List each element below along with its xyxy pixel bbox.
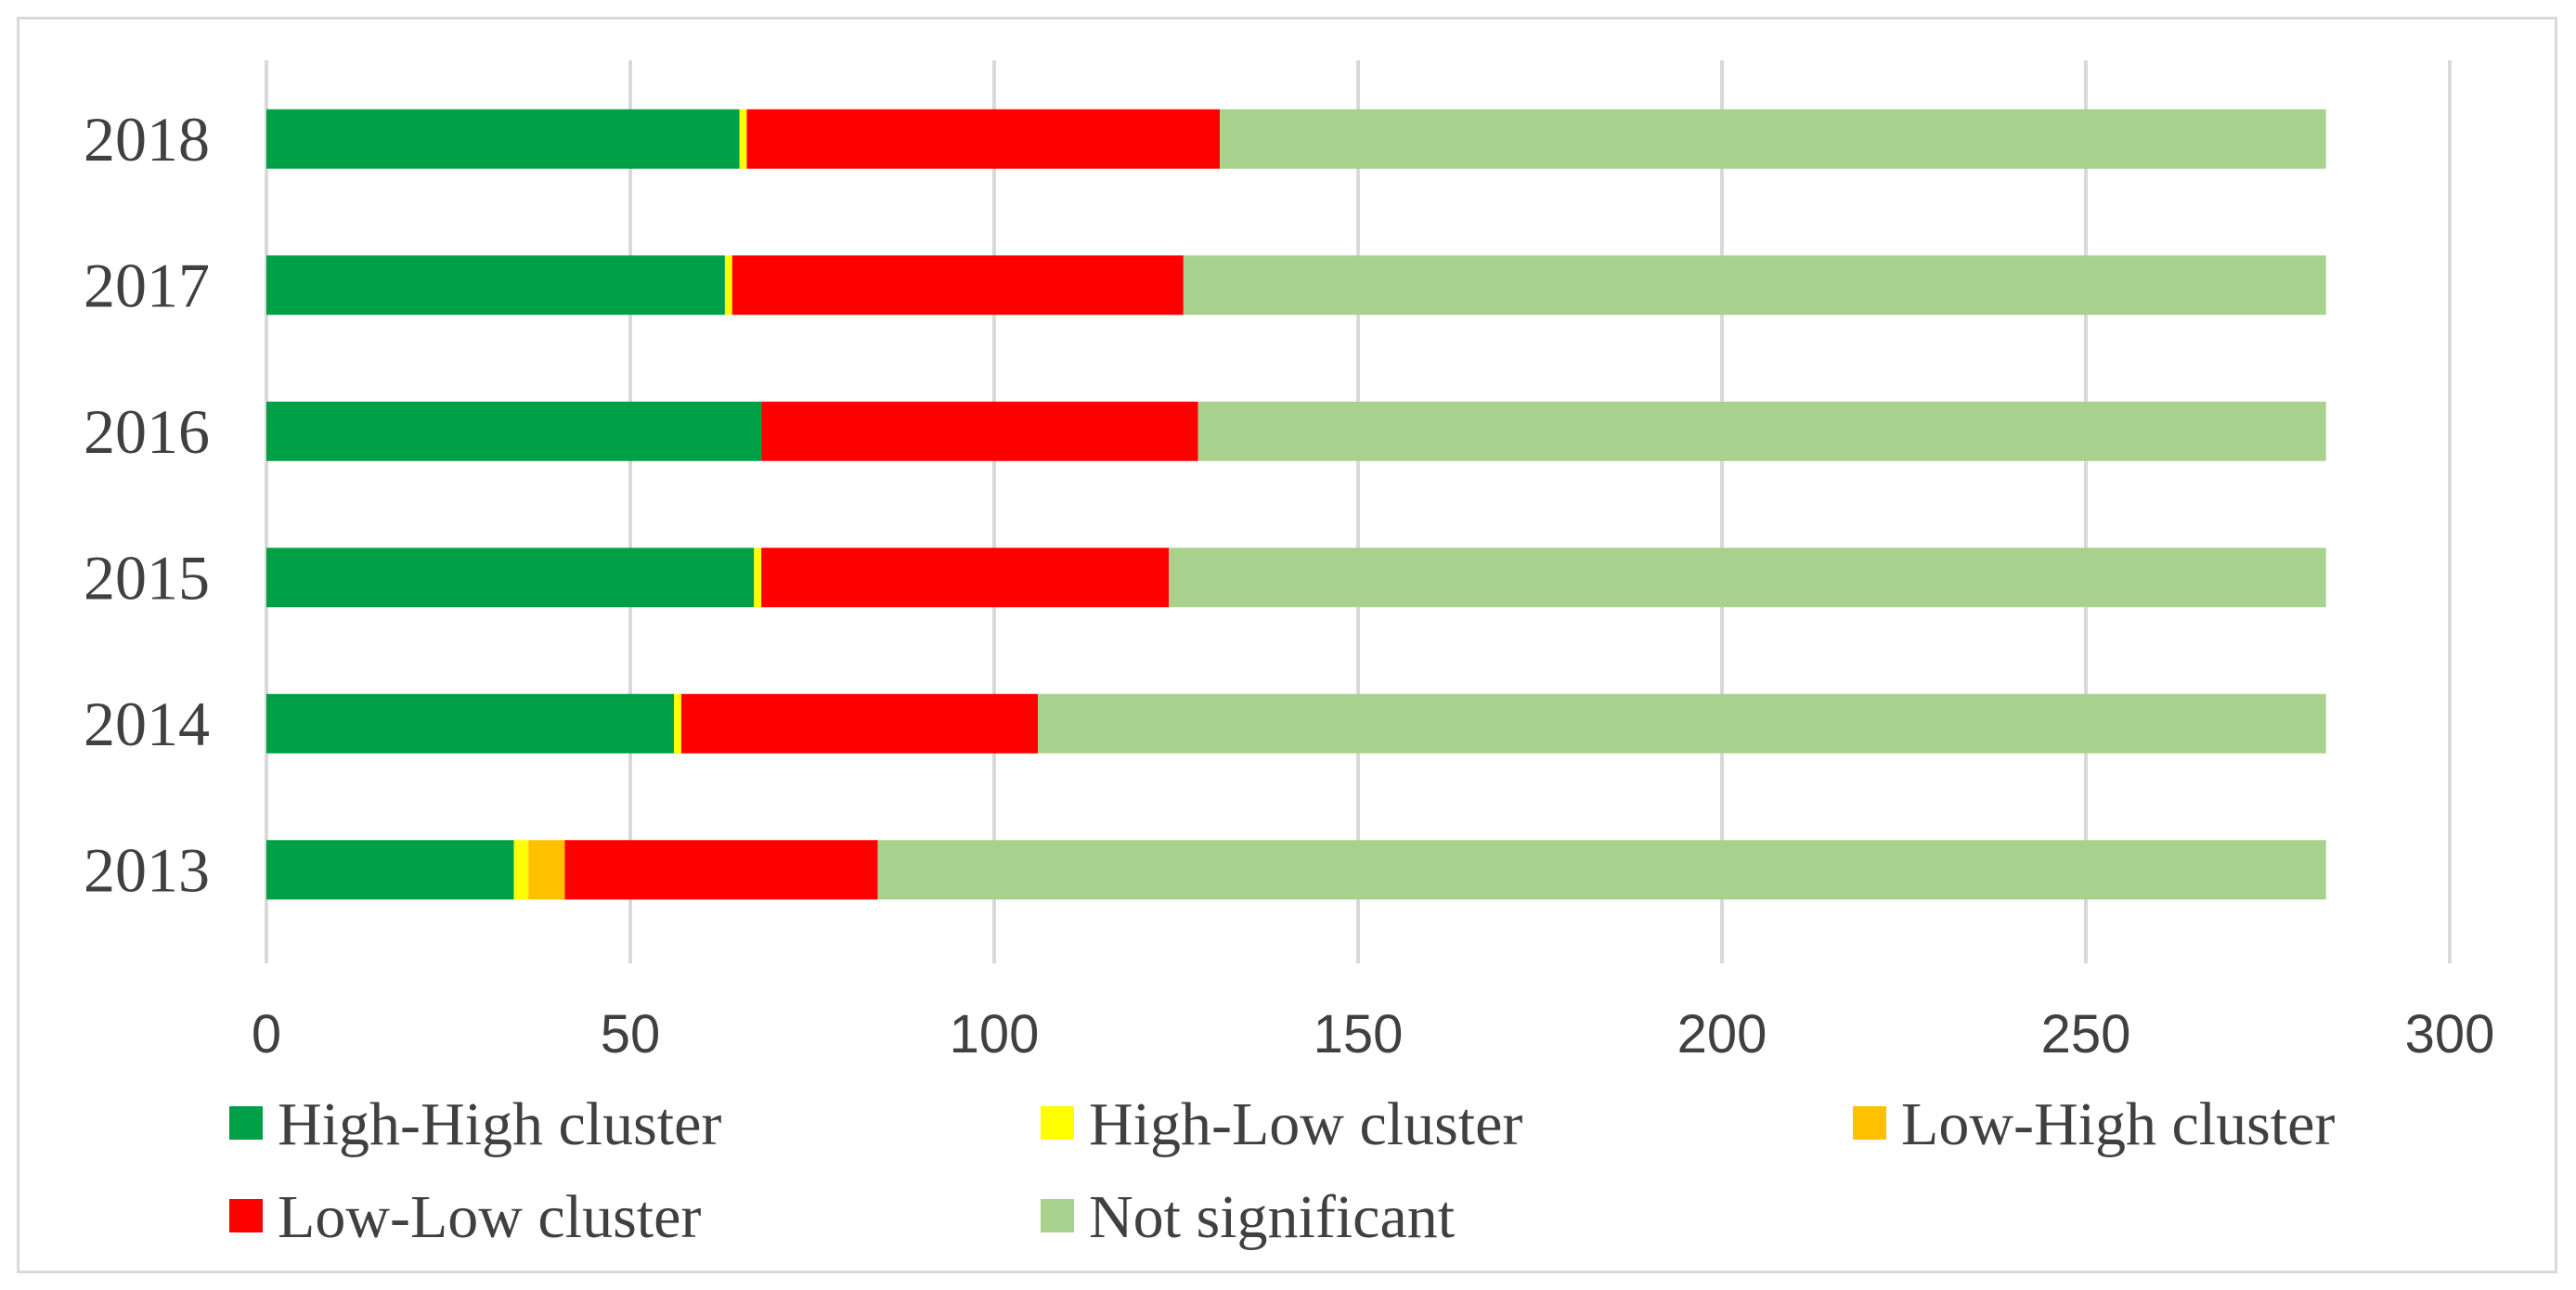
bar-2014-high-low-cluster — [674, 693, 681, 754]
bar-2013-low-high-cluster — [528, 840, 565, 900]
legend-swatch — [1041, 1199, 1074, 1232]
legend-label: Low-Low cluster — [278, 1183, 701, 1251]
legend-label: Not significant — [1089, 1183, 1455, 1251]
bar-2015-high-low-cluster — [754, 548, 762, 608]
x-tick-label: 200 — [1677, 1004, 1767, 1064]
legend-swatch — [229, 1106, 263, 1140]
y-tick-label: 2015 — [84, 542, 210, 613]
y-tick-label: 2016 — [84, 396, 210, 467]
legend-swatch — [229, 1199, 263, 1232]
x-tick-label: 300 — [2405, 1004, 2495, 1064]
bar-2015-low-low-cluster — [761, 548, 1170, 608]
y-tick-label: 2017 — [84, 250, 210, 320]
bar-2014-not-significant — [1038, 693, 2326, 754]
y-tick-label: 2013 — [84, 834, 210, 905]
x-tick-label: 100 — [950, 1004, 1040, 1064]
bar-2015-not-significant — [1169, 548, 2326, 608]
bar-2015-high-high-cluster — [266, 548, 755, 608]
bar-2013-high-high-cluster — [266, 840, 514, 900]
x-tick-label: 150 — [1314, 1004, 1404, 1064]
bar-2013-not-significant — [877, 840, 2326, 900]
bar-2014-high-high-cluster — [266, 693, 675, 754]
bar-2016-low-low-cluster — [761, 401, 1198, 461]
bar-2017-not-significant — [1183, 255, 2326, 316]
legend-swatch — [1853, 1106, 1886, 1140]
x-tick-label: 50 — [601, 1004, 661, 1064]
bar-2017-high-high-cluster — [266, 255, 725, 316]
legend-label: Low-High cluster — [1901, 1090, 2335, 1158]
bar-2018-low-low-cluster — [746, 109, 1221, 169]
legend-swatch — [1041, 1106, 1074, 1140]
legend-label: High-High cluster — [278, 1090, 721, 1158]
x-tick-label: 250 — [2041, 1004, 2131, 1064]
bar-2017-low-low-cluster — [731, 255, 1184, 316]
stacked-bar-chart: 0 50 100 150 200 250 300 2013 2014 2015 2016 2017 20… — [84, 60, 2495, 1251]
bar-2016-high-high-cluster — [266, 401, 762, 461]
y-tick-label: 2014 — [84, 689, 210, 759]
bar-2013-high-low-cluster — [513, 840, 529, 900]
bar-2018-high-high-cluster — [266, 109, 740, 169]
bar-2018-high-low-cluster — [739, 109, 747, 169]
chart-frame: 0 50 100 150 200 250 300 2013 2014 2015 2016 2017 20… — [17, 17, 2557, 1273]
bar-2014-low-low-cluster — [680, 693, 1039, 754]
legend-label: High-Low cluster — [1089, 1090, 1522, 1158]
x-tick-label: 0 — [252, 1004, 281, 1064]
y-tick-label: 2018 — [84, 104, 210, 174]
bar-2018-not-significant — [1220, 109, 2326, 169]
bar-2013-low-low-cluster — [564, 840, 878, 900]
bar-2016-not-significant — [1197, 401, 2326, 461]
bar-2017-high-low-cluster — [724, 255, 732, 316]
